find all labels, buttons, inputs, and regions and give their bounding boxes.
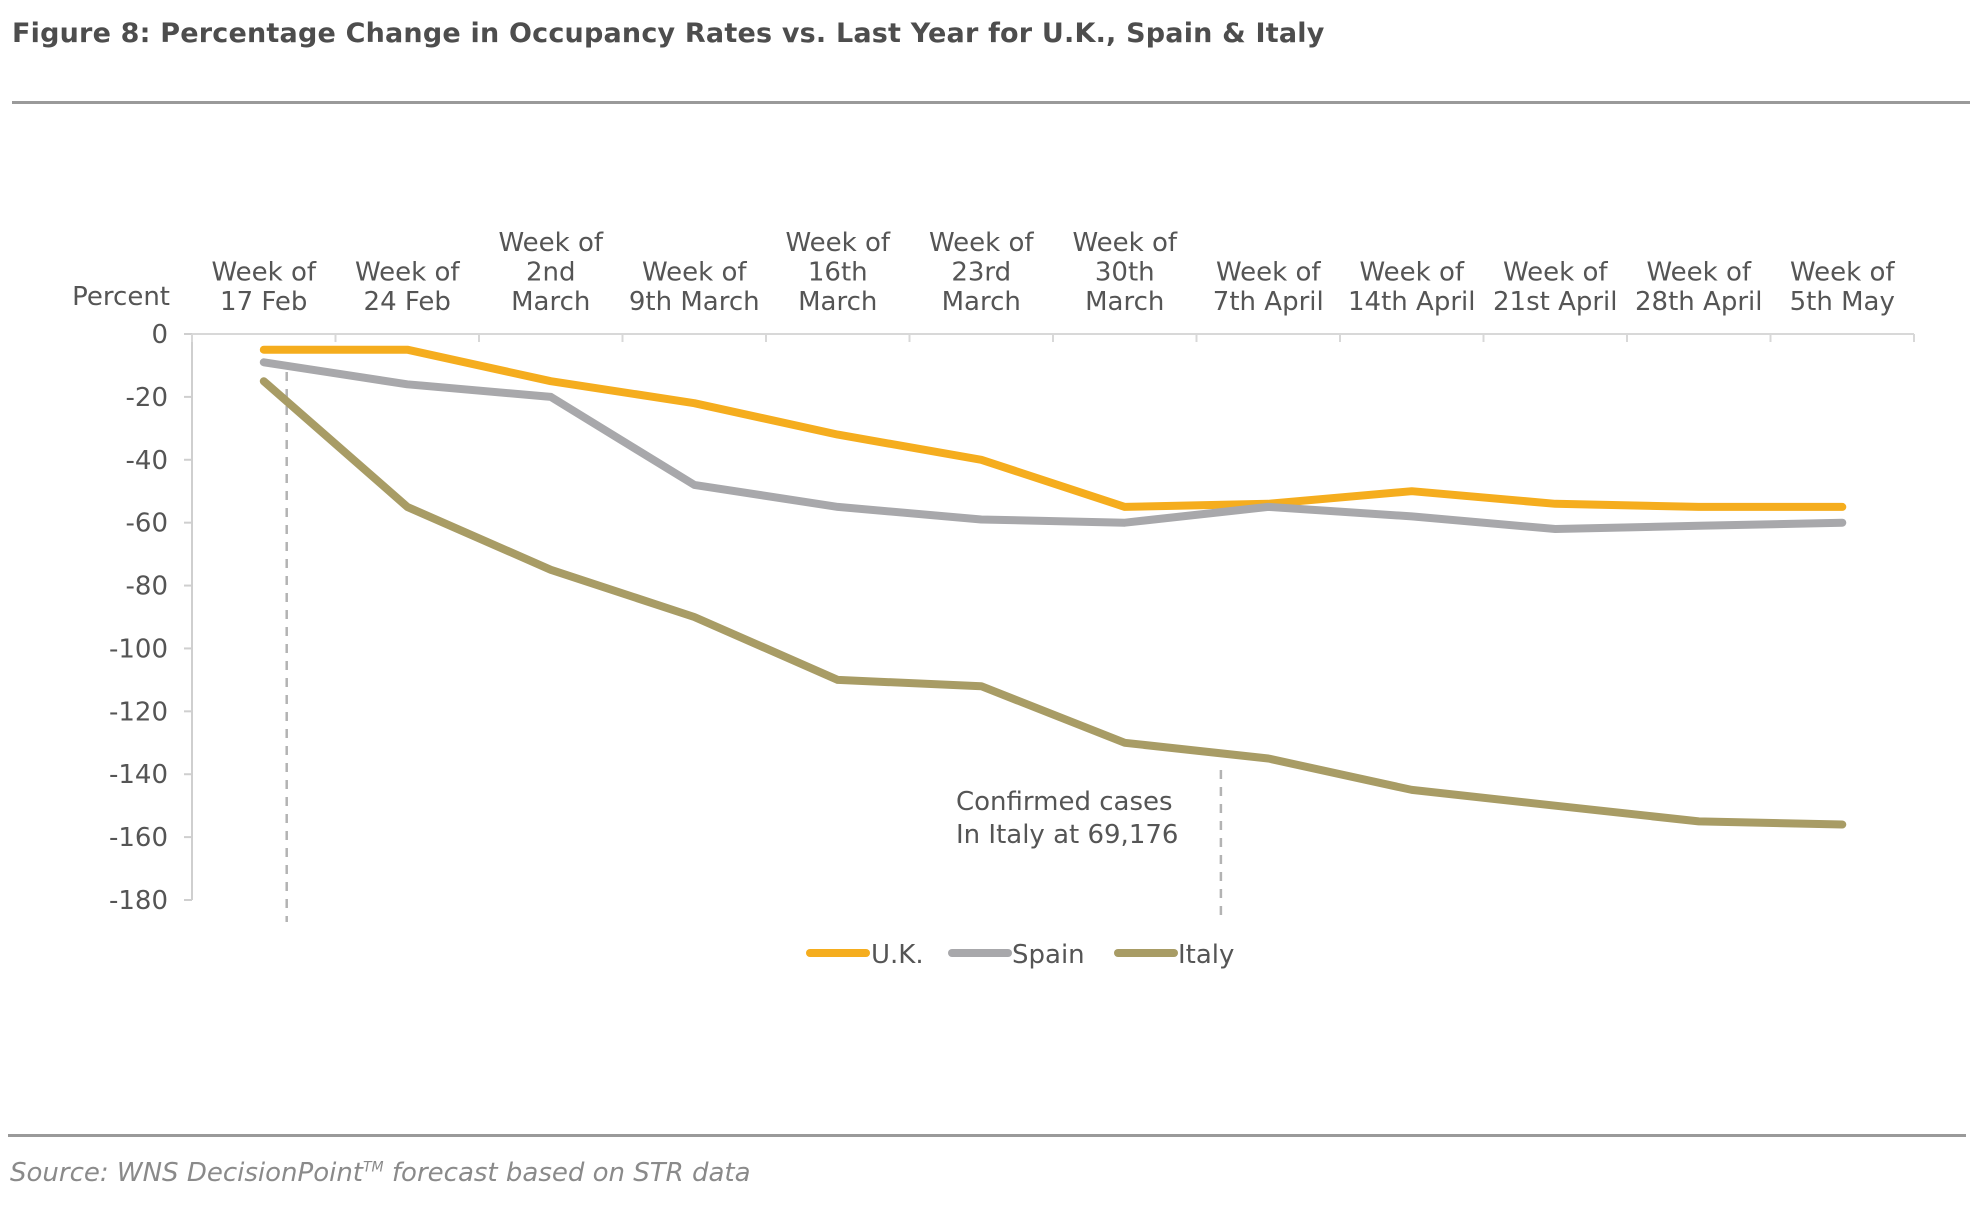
annotation-line: In Italy at 69,176 bbox=[956, 820, 1178, 850]
x-tick-label-line: Week of bbox=[1646, 258, 1751, 288]
x-tick-label-line: 2nd bbox=[526, 258, 576, 288]
x-tick-label-line: March bbox=[511, 287, 590, 317]
x-tick-label-line: 30th bbox=[1095, 258, 1155, 288]
x-tick-label-line: 28th April bbox=[1635, 287, 1762, 317]
x-tick-label-line: 17 Feb bbox=[220, 287, 307, 317]
legend-label-italy: Italy bbox=[1178, 940, 1234, 970]
y-tick-label: -80 bbox=[126, 572, 168, 602]
y-tick-label: -180 bbox=[109, 886, 168, 916]
source-suffix: forecast based on STR data bbox=[383, 1158, 751, 1188]
x-tick-label: Week of 14th April bbox=[1348, 258, 1475, 318]
x-tick-label: Week of 5th May bbox=[1790, 258, 1896, 318]
x-tick-label-line: 21st April bbox=[1493, 287, 1618, 317]
x-tick-label-line: Week of bbox=[642, 258, 747, 288]
bottom-divider bbox=[8, 1134, 1966, 1137]
top-divider bbox=[12, 101, 1970, 104]
x-tick-label-line: Week of bbox=[1072, 228, 1177, 258]
figure-title: Figure 8: Percentage Change in Occupancy… bbox=[12, 18, 1325, 49]
y-tick-label: -40 bbox=[126, 446, 168, 476]
y-tick-label: -60 bbox=[126, 509, 168, 539]
x-tick-label-line: Week of bbox=[1359, 258, 1464, 288]
y-tick-label: -120 bbox=[109, 697, 168, 727]
x-tick-label: Week of 24 Feb bbox=[355, 258, 460, 318]
x-tick-label-line: 7th April bbox=[1213, 287, 1324, 317]
x-tick-label: Week of 23rd March bbox=[929, 228, 1034, 317]
source-prefix: Source: WNS DecisionPoint bbox=[10, 1158, 363, 1188]
x-tick-label: Week of 17 Feb bbox=[211, 258, 316, 318]
source-note: Source: WNS DecisionPointTM forecast bas… bbox=[10, 1158, 751, 1188]
x-tick-label: Week of 30th March bbox=[1072, 228, 1177, 317]
y-tick-label: -160 bbox=[109, 823, 168, 853]
x-tick-label-line: 16th bbox=[808, 258, 868, 288]
x-tick-label-line: Week of bbox=[355, 258, 460, 288]
x-tick-label-line: 14th April bbox=[1348, 287, 1475, 317]
series-line-spain bbox=[259, 358, 1847, 533]
annotation-line: Confirmed cases bbox=[956, 787, 1173, 817]
y-tick-label: -100 bbox=[109, 634, 168, 664]
x-tick-label-line: Week of bbox=[211, 258, 316, 288]
x-tick-label-line: 9th March bbox=[629, 287, 760, 317]
x-tick-label: Week of 2nd March bbox=[498, 228, 603, 317]
y-tick-label: -140 bbox=[109, 760, 168, 790]
x-tick-label: Week of 7th April bbox=[1213, 258, 1324, 318]
x-tick-label-line: March bbox=[942, 287, 1021, 317]
x-tick-label-line: Week of bbox=[1216, 258, 1321, 288]
y-axis-label: Percent bbox=[72, 282, 170, 312]
x-tick-label-line: Week of bbox=[929, 228, 1034, 258]
legend-label-u-k: U.K. bbox=[871, 940, 924, 970]
y-tick-label: 0 bbox=[151, 320, 168, 350]
annotation-confirmed-cases: Confirmed cases In Italy at 69,176 bbox=[956, 787, 1178, 850]
x-tick-label-line: 24 Feb bbox=[364, 287, 451, 317]
trademark-mark: TM bbox=[363, 1159, 384, 1176]
x-tick-label: Week of 16th March bbox=[785, 228, 890, 317]
x-tick-label-line: Week of bbox=[498, 228, 603, 258]
y-tick-label: -20 bbox=[126, 383, 168, 413]
series-line-u-k bbox=[259, 345, 1847, 511]
x-tick-label-line: Week of bbox=[785, 228, 890, 258]
series-line-italy bbox=[259, 377, 1847, 829]
x-tick-label-line: 5th May bbox=[1790, 287, 1895, 317]
legend-label-spain: Spain bbox=[1012, 940, 1085, 970]
x-tick-label-line: Week of bbox=[1503, 258, 1608, 288]
x-tick-label: Week of 21st April bbox=[1493, 258, 1618, 318]
x-tick-label-line: March bbox=[1085, 287, 1164, 317]
x-tick-label: Week of 9th March bbox=[629, 258, 760, 318]
x-tick-label-line: Week of bbox=[1790, 258, 1895, 288]
x-tick-label-line: March bbox=[798, 287, 877, 317]
x-tick-label: Week of 28th April bbox=[1635, 258, 1762, 318]
x-tick-label-line: 23rd bbox=[951, 258, 1011, 288]
